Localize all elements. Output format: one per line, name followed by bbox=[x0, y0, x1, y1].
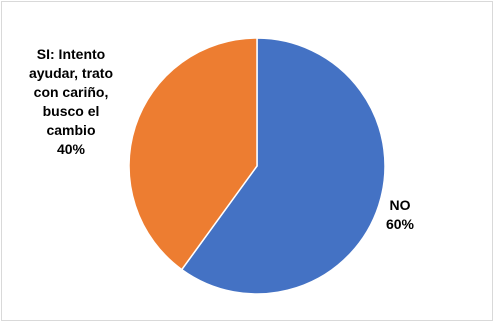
pie-slices bbox=[128, 37, 386, 295]
slice-label-si: SI: Intento ayudar, trato con cariño, bu… bbox=[28, 46, 114, 157]
pie-slice-no bbox=[180, 37, 386, 295]
slice-label-no: NO 60% bbox=[385, 197, 415, 232]
pie-slice-si bbox=[128, 37, 258, 271]
